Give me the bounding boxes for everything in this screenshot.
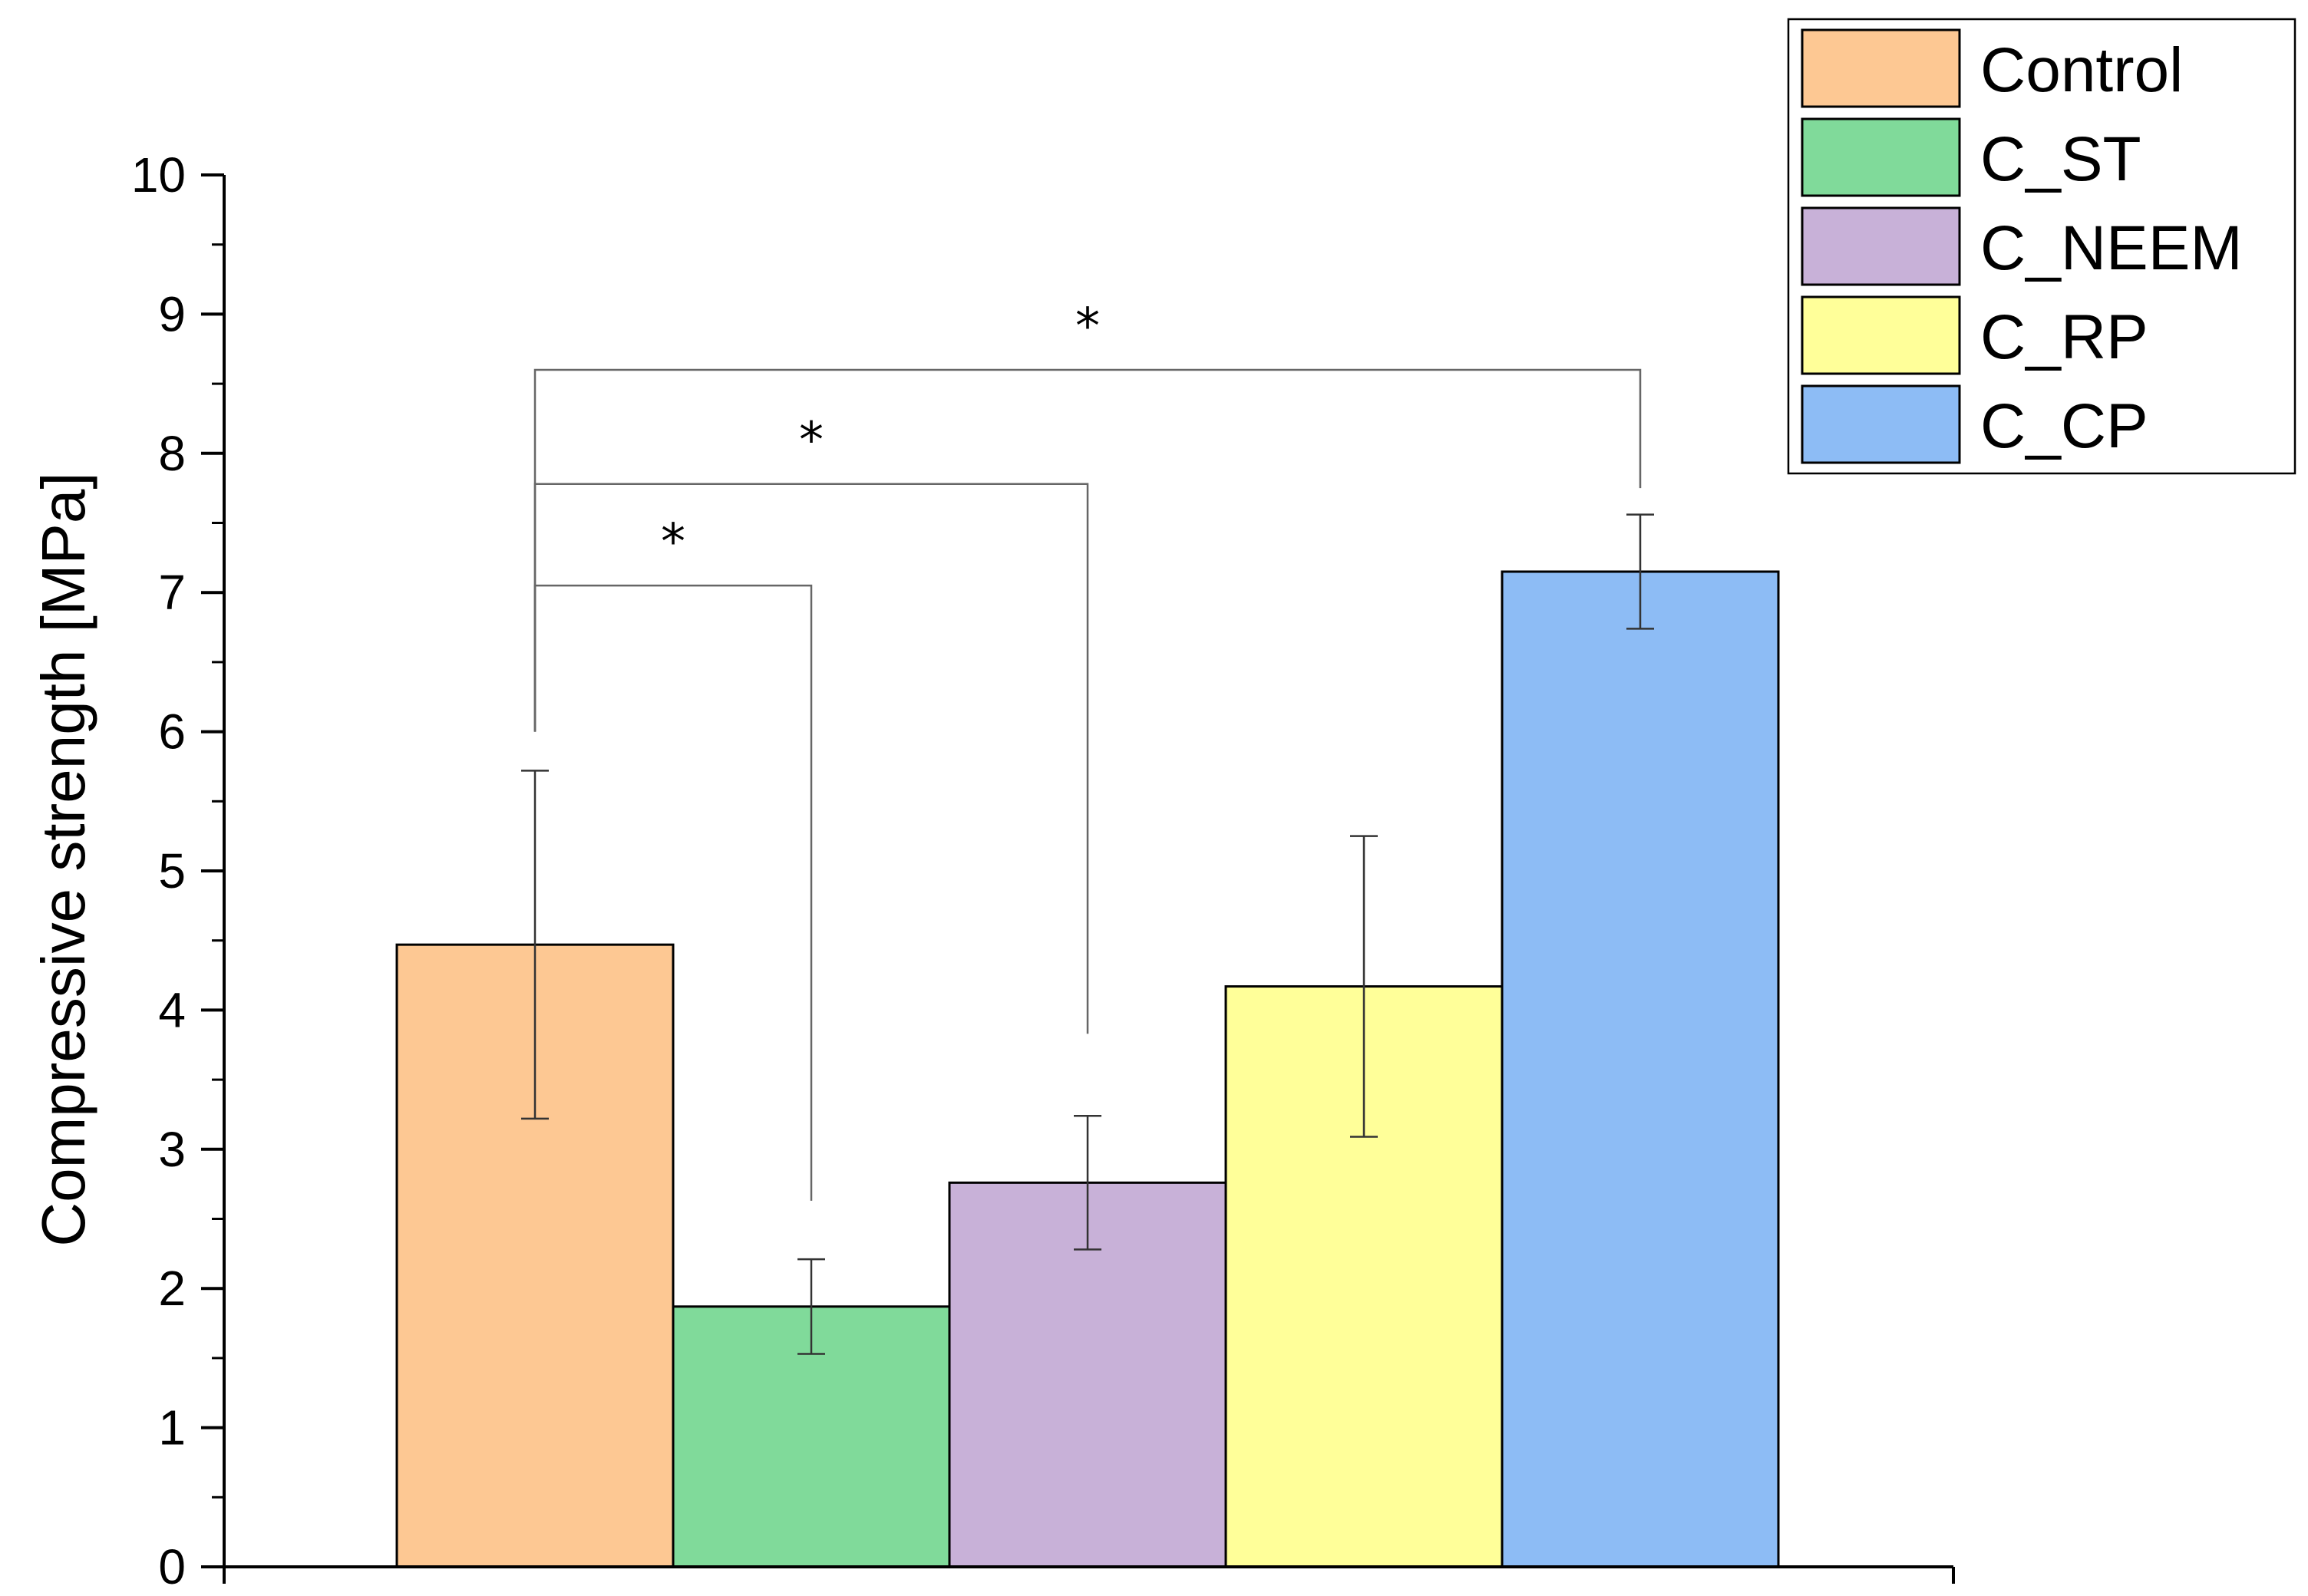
error-bar-c-st [797,1258,825,1355]
significance-star: * [661,514,685,571]
bar-c-cp [1501,570,1780,1568]
error-bar-control [521,770,549,1120]
plot-area [395,513,1780,1568]
y-axis-label: Compressive strength [MPa] [29,472,97,1246]
legend-label: Control [1980,35,2183,105]
legend-swatch [1801,117,1961,197]
y-tick-label: 0 [158,1539,186,1594]
y-tick-label: 7 [158,565,186,620]
legend-label: C_CP [1980,391,2148,461]
legend-label: C_ST [1980,124,2141,194]
significance-brackets: * * * [533,298,1642,1201]
significance-bracket-c-cp [533,368,1642,732]
y-tick-label: 3 [158,1122,186,1177]
error-bar-c-cp [1626,513,1654,630]
legend-label: C_RP [1980,302,2148,372]
legend-label: C_NEEM [1980,213,2243,283]
y-tick-label: 5 [158,843,186,899]
significance-star: * [1075,298,1100,355]
y-tick-label: 4 [158,982,186,1037]
y-tick-label: 2 [158,1261,186,1316]
y-axis: 0 1 2 3 4 5 6 7 8 9 10 [131,147,1955,1594]
y-tick-label: 10 [131,147,186,203]
legend-swatch [1801,384,1961,464]
legend: Control C_ST C_NEEM C_RP C_CP [1787,18,2296,475]
legend-swatch [1801,295,1961,375]
error-bar-c-neem [1074,1115,1101,1251]
legend-swatch [1801,206,1961,286]
y-tick-label: 9 [158,286,186,341]
y-tick-label: 8 [158,426,186,481]
error-bar-c-rp [1350,835,1378,1138]
y-tick-label: 6 [158,704,186,760]
significance-star: * [799,413,824,470]
legend-swatch [1801,28,1961,108]
y-tick-label: 1 [158,1400,186,1456]
